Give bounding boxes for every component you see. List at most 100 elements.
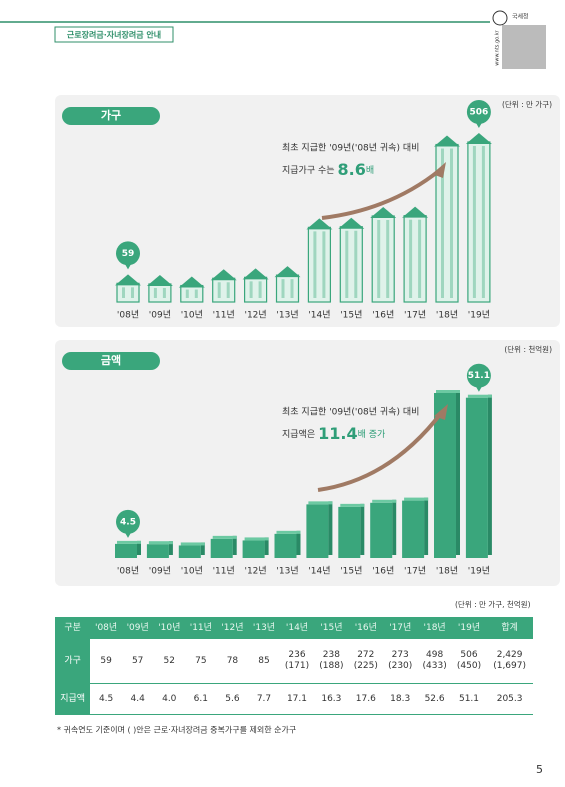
table-cell: 52.6 bbox=[417, 683, 452, 715]
table-cell: 236 (171) bbox=[279, 639, 315, 684]
house-body bbox=[307, 226, 331, 303]
arrow bbox=[317, 410, 444, 492]
house-roof bbox=[434, 135, 460, 147]
table-cell: 205.3 bbox=[486, 683, 533, 715]
table-cell: 2,429 (1,697) bbox=[486, 639, 533, 684]
stack-front bbox=[242, 540, 265, 558]
table-row: 가구 59 57 52 75 78 85 236 (171) 238 (188) 272 (225… bbox=[55, 639, 533, 684]
stack-front bbox=[434, 393, 456, 558]
header-cell: 합계 bbox=[486, 617, 533, 639]
house-roof bbox=[306, 218, 333, 230]
stack-front bbox=[402, 500, 425, 558]
bar bbox=[115, 274, 141, 303]
house-roof bbox=[146, 274, 173, 286]
stack-top bbox=[212, 535, 237, 539]
stack-top bbox=[340, 503, 365, 507]
annotation: 지급가구 수는 8.6배 bbox=[282, 160, 374, 179]
stack-side bbox=[360, 503, 365, 555]
house-body bbox=[467, 141, 491, 303]
data-label: 4.5 bbox=[120, 517, 136, 527]
unit: (단위 : 만 가구) bbox=[502, 99, 552, 109]
bar bbox=[242, 268, 269, 303]
stack-front bbox=[115, 543, 137, 558]
stack-side bbox=[456, 390, 460, 555]
label-badge bbox=[466, 100, 491, 124]
logo-text: 국세청 bbox=[512, 13, 529, 21]
table-cell: 지급액 bbox=[55, 683, 91, 715]
stack-front bbox=[465, 397, 488, 558]
table-header: 구분 '08년 '09년 '10년 '11년 '12년 '13년 '14년 '15년 '16년 '1… bbox=[55, 617, 533, 639]
x-tick-label: '16년 bbox=[372, 566, 394, 577]
stack-top bbox=[276, 530, 301, 534]
arrow-head bbox=[434, 404, 448, 420]
table-cell: 6.1 bbox=[185, 683, 217, 715]
window bbox=[418, 219, 422, 298]
header-cell: '17년 bbox=[383, 617, 418, 639]
annotation-text: 지급액은 bbox=[282, 428, 315, 440]
stack-front bbox=[210, 538, 233, 558]
stack-top bbox=[372, 499, 397, 503]
stack-side bbox=[137, 540, 141, 555]
title-pill bbox=[62, 107, 160, 125]
header-cell: '18년 bbox=[417, 617, 452, 639]
table-cell: 4.5 bbox=[90, 683, 122, 715]
bar bbox=[274, 530, 301, 558]
stack-top bbox=[467, 394, 492, 398]
window bbox=[226, 282, 230, 298]
bar bbox=[178, 276, 205, 303]
table-cell: 272 (225) bbox=[348, 639, 383, 684]
house-roof bbox=[115, 274, 141, 286]
window bbox=[441, 148, 444, 298]
stack-side bbox=[328, 501, 333, 555]
x-tick-label: '19년 bbox=[468, 310, 490, 321]
stack-top bbox=[180, 542, 205, 546]
chart-title: 금액 bbox=[101, 354, 121, 367]
window bbox=[258, 281, 262, 298]
stack-side bbox=[264, 537, 269, 555]
page-number: 5 bbox=[536, 763, 543, 776]
stack-front bbox=[306, 504, 329, 558]
chart-title: 가구 bbox=[101, 108, 121, 122]
stack-top bbox=[117, 540, 141, 544]
header-cell: '08년 bbox=[90, 617, 122, 639]
x-tick-label: '11년 bbox=[213, 310, 235, 321]
window bbox=[450, 148, 453, 298]
x-tick-label: '12년 bbox=[244, 310, 266, 321]
house-roof bbox=[274, 266, 301, 278]
table-cell: 17.1 bbox=[279, 683, 315, 715]
house-roof bbox=[402, 206, 429, 218]
section-title: 근로장려금·자녀장려금 안내 bbox=[67, 30, 161, 40]
window bbox=[131, 287, 134, 298]
header-cell: '15년 bbox=[314, 617, 349, 639]
header-cell: '11년 bbox=[185, 617, 217, 639]
bar bbox=[115, 540, 141, 558]
x-tick-label: '19년 bbox=[468, 566, 490, 577]
arrow bbox=[321, 168, 442, 220]
bar bbox=[434, 135, 460, 303]
annotation: 최초 지급한 '09년('08년 귀속) 대비 bbox=[282, 143, 419, 154]
bar bbox=[338, 503, 365, 558]
window bbox=[313, 231, 317, 298]
bar bbox=[146, 541, 173, 558]
window bbox=[122, 287, 125, 298]
bar bbox=[338, 217, 365, 303]
annotation: 최초 지급한 '09년('08년 귀속) 대비 bbox=[282, 407, 419, 418]
x-tick-label: '15년 bbox=[340, 310, 362, 321]
bar bbox=[370, 499, 397, 558]
bar bbox=[465, 133, 492, 303]
house-body bbox=[148, 283, 172, 303]
annotation-text: 배 bbox=[366, 165, 374, 176]
house-body bbox=[275, 274, 300, 303]
house-roof bbox=[370, 206, 397, 218]
window bbox=[281, 279, 285, 298]
x-tick-label: '08년 bbox=[117, 566, 139, 577]
stack-side bbox=[168, 541, 173, 555]
house-body bbox=[371, 215, 395, 303]
bar bbox=[178, 542, 205, 558]
house-body bbox=[212, 277, 236, 303]
label-badge bbox=[116, 509, 140, 534]
house-body bbox=[116, 282, 140, 303]
annotation-highlight: 11.4 bbox=[318, 424, 357, 443]
